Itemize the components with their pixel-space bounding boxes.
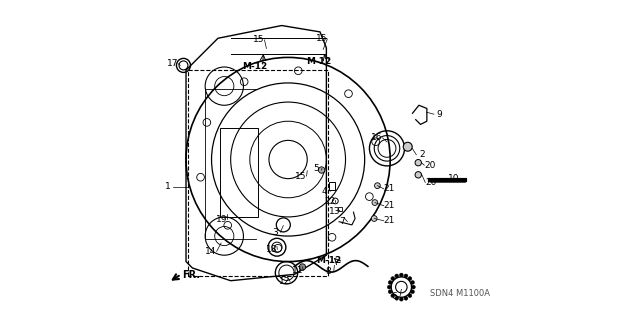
Circle shape <box>415 172 422 178</box>
Text: M-12: M-12 <box>306 57 331 66</box>
Text: 8: 8 <box>325 267 331 276</box>
Circle shape <box>371 216 377 221</box>
Text: 5: 5 <box>314 164 319 173</box>
Text: M-12: M-12 <box>316 256 342 265</box>
Text: 22: 22 <box>324 197 335 206</box>
Text: 21: 21 <box>384 184 396 193</box>
Circle shape <box>404 296 408 300</box>
Text: 13: 13 <box>328 207 340 216</box>
Text: 11: 11 <box>292 266 303 275</box>
Text: 3: 3 <box>272 228 278 237</box>
Text: 6: 6 <box>392 292 397 300</box>
Text: 20: 20 <box>426 178 436 187</box>
Text: 15: 15 <box>253 35 264 44</box>
Circle shape <box>395 296 399 300</box>
Circle shape <box>388 290 392 294</box>
Text: 21: 21 <box>384 216 396 225</box>
Circle shape <box>319 167 324 173</box>
Circle shape <box>399 297 403 301</box>
Circle shape <box>411 290 415 294</box>
Circle shape <box>403 142 412 151</box>
Text: 19: 19 <box>216 215 227 224</box>
Text: 20: 20 <box>424 161 436 170</box>
Circle shape <box>387 285 391 289</box>
Circle shape <box>391 294 395 298</box>
Circle shape <box>391 277 395 280</box>
Text: 2: 2 <box>419 150 425 159</box>
Text: M-12: M-12 <box>242 63 268 71</box>
Circle shape <box>404 274 408 278</box>
Text: 9: 9 <box>436 110 442 119</box>
Text: 17: 17 <box>167 59 179 68</box>
Text: 4: 4 <box>322 187 327 196</box>
Text: 12: 12 <box>278 277 290 286</box>
Text: 10: 10 <box>447 174 459 183</box>
Text: 15: 15 <box>295 172 307 181</box>
Circle shape <box>415 160 422 166</box>
Text: 18: 18 <box>266 245 277 254</box>
Circle shape <box>372 200 378 205</box>
Text: SDN4 M1100A: SDN4 M1100A <box>430 289 490 298</box>
Circle shape <box>399 273 403 277</box>
Circle shape <box>374 183 380 189</box>
Circle shape <box>411 280 415 284</box>
Text: 21: 21 <box>384 201 396 210</box>
Bar <box>337 207 342 211</box>
Circle shape <box>300 264 306 270</box>
Circle shape <box>388 280 392 284</box>
Text: 1: 1 <box>164 182 170 191</box>
Circle shape <box>395 274 399 278</box>
Text: 14: 14 <box>205 247 216 256</box>
Circle shape <box>408 294 412 298</box>
Text: FR.: FR. <box>182 270 200 280</box>
Circle shape <box>412 285 415 289</box>
Bar <box>220 128 258 217</box>
Circle shape <box>408 277 412 280</box>
Text: 7: 7 <box>339 217 344 226</box>
Text: 15: 15 <box>316 34 327 43</box>
Text: 16: 16 <box>371 133 383 142</box>
Bar <box>329 182 335 190</box>
